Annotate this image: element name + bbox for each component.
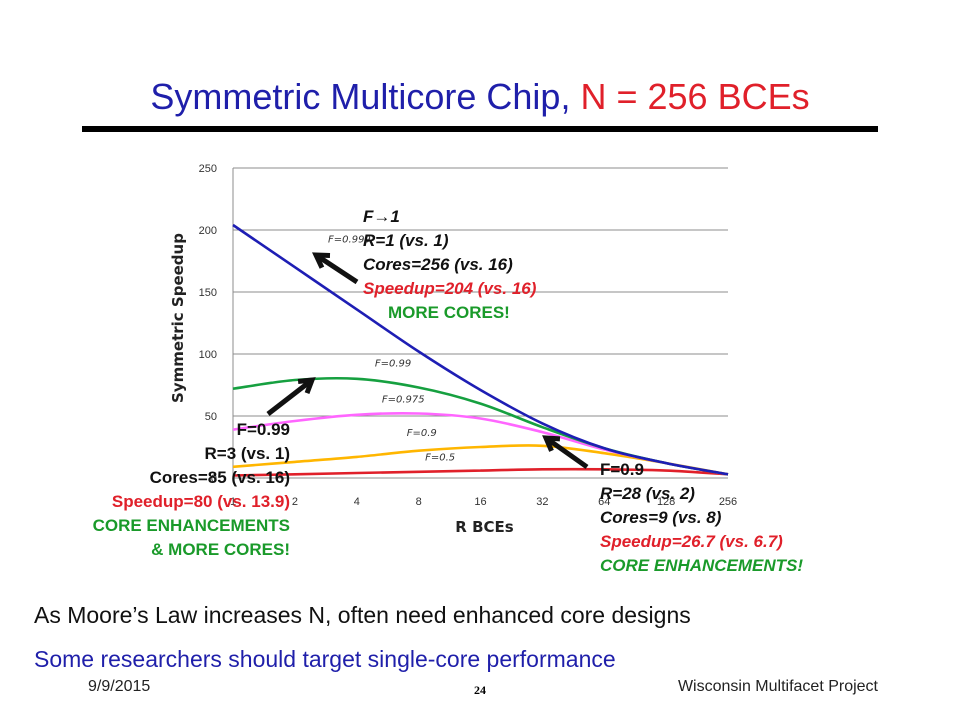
y-axis-title: Symmetric Speedup xyxy=(169,233,187,403)
annotation-left-line-6: & MORE CORES! xyxy=(151,540,290,559)
arrow-right-head xyxy=(542,435,561,452)
annotation-left-line-5: CORE ENHANCEMENTS xyxy=(92,516,290,535)
y-tick-label: 100 xyxy=(199,349,217,361)
arrow-right-shaft xyxy=(544,435,589,470)
arrow-left-head xyxy=(297,377,316,394)
annotation-right: F=0.9 R=28 (vs. 2) Cores=9 (vs. 8) Speed… xyxy=(600,458,803,578)
x-tick-label: 1 xyxy=(230,496,236,508)
annotation-top-line-3: Cores=256 (vs. 16) xyxy=(363,255,513,274)
annotation-left-line-1: F=0.99 xyxy=(236,420,290,439)
annotation-right-line-3: Cores=9 (vs. 8) xyxy=(600,508,722,527)
y-tick-label: 50 xyxy=(205,411,217,423)
annotation-right-line-4: Speedup=26.7 (vs. 6.7) xyxy=(600,532,783,551)
annotation-top-line-1: F→1 xyxy=(363,207,400,226)
curve-label: F=0.5 xyxy=(425,453,455,464)
bullet-1: As Moore’s Law increases N, often need e… xyxy=(34,602,691,628)
curve-label: F=0.999 xyxy=(328,234,371,245)
slide-title: Symmetric Multicore Chip, N = 256 BCEs xyxy=(0,76,960,118)
annotation-right-line-2: R=28 (vs. 2) xyxy=(600,484,695,503)
x-tick-label: 128 xyxy=(657,496,675,508)
footer-org: Wisconsin Multifacet Project xyxy=(677,678,878,695)
annotation-top-line-4: Speedup=204 (vs. 16) xyxy=(363,279,537,298)
title-n: N = 256 BCEs xyxy=(580,76,810,117)
annotation-left: F=0.99 R=3 (vs. 1) Cores=85 (vs. 16) Spe… xyxy=(93,418,290,562)
title-main: Symmetric Multicore Chip, xyxy=(150,76,571,117)
footer-date: 9/9/2015 xyxy=(88,678,151,695)
y-tick-label: 250 xyxy=(199,163,217,175)
footer-page-number: 24 xyxy=(474,683,486,697)
arrow-top-shaft xyxy=(314,252,359,285)
annotation-left-line-3: Cores=85 (vs. 16) xyxy=(149,468,290,487)
series-line-F-0-999 xyxy=(232,223,729,476)
arrow-left-shaft xyxy=(266,378,314,416)
annotation-top-line-2: R=1 (vs. 1) xyxy=(363,231,449,250)
annotation-right-line-1: F=0.9 xyxy=(600,460,644,479)
y-tick-label: 200 xyxy=(199,225,217,237)
annotation-top-line-5: MORE CORES! xyxy=(388,303,510,322)
annotation-left-line-4: Speedup=80 (vs. 13.9) xyxy=(111,492,290,511)
curve-label: F=0.99 xyxy=(375,358,411,369)
x-tick-label: 32 xyxy=(536,496,548,508)
x-tick-label: 64 xyxy=(598,496,610,508)
curve-label: F=0.975 xyxy=(382,394,425,405)
x-axis-title: R BCEs xyxy=(455,518,513,536)
y-tick-label: 0 xyxy=(211,473,217,485)
annotation-right-line-5: CORE ENHANCEMENTS! xyxy=(600,556,804,575)
annotation-top: F→1 R=1 (vs. 1) Cores=256 (vs. 16) Speed… xyxy=(363,205,536,325)
x-tick-label: 8 xyxy=(416,496,422,508)
bullet-2: Some researchers should target single-co… xyxy=(34,646,616,672)
annotation-left-line-2: R=3 (vs. 1) xyxy=(204,444,290,463)
y-tick-label: 150 xyxy=(199,287,217,299)
x-tick-label: 2 xyxy=(292,496,298,508)
x-tick-label: 16 xyxy=(474,496,486,508)
curve-label: F=0.9 xyxy=(407,428,437,439)
arrow-top-head xyxy=(312,252,331,269)
title-underline xyxy=(82,126,878,132)
x-tick-label: 4 xyxy=(354,496,360,508)
speedup-chart: 0 50 100 150 200 250 1 2 4 8 16 32 64 128 256 R BCEs Sym… xyxy=(169,163,737,536)
x-tick-label: 256 xyxy=(719,496,737,508)
series-line-F-0-5 xyxy=(232,467,729,477)
